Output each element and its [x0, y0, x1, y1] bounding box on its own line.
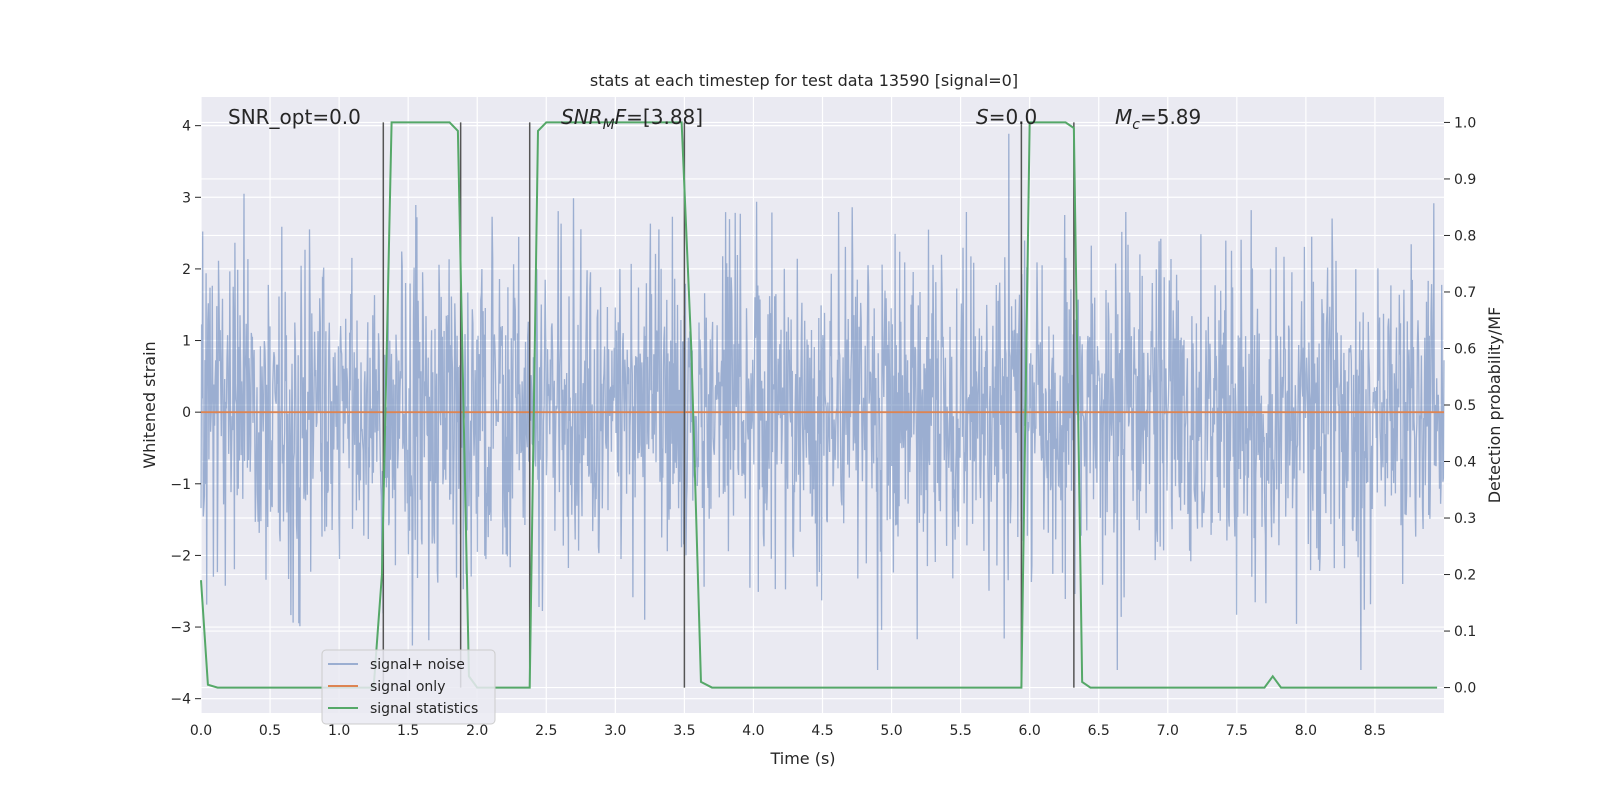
y-right-tick-label: 0.7: [1454, 285, 1476, 301]
annotation-snr-mf-sub: M: [603, 117, 615, 133]
y-right-tick-label: 0.0: [1454, 681, 1476, 697]
x-tick-label: 8.5: [1364, 723, 1386, 739]
y-left-tick-label: 1: [182, 334, 191, 350]
annotation-snr-mf-base: SNR: [561, 105, 603, 129]
annotation-snr-opt: SNR_opt=0.0: [228, 105, 361, 129]
annotation-mc-sub: c: [1132, 117, 1140, 133]
annotation-snr-mf-value: =[3.88]: [626, 105, 703, 129]
x-tick-label: 5.0: [880, 723, 902, 739]
y-left-tick-label: −2: [170, 548, 191, 564]
y-left-tick-label: −3: [170, 620, 191, 636]
x-tick-label: 2.0: [466, 723, 488, 739]
annotation-s-base: S: [976, 105, 989, 129]
signal-statistics-line: [200, 121, 1438, 689]
series-signal-plus-noise: [200, 133, 1445, 671]
x-tick-label: 7.5: [1226, 723, 1248, 739]
annotation-s: S=0.0: [976, 105, 1037, 129]
x-tick-label: 6.0: [1019, 723, 1041, 739]
y-axis-left-label: Whitened strain: [140, 341, 159, 468]
y-left-tick-label: −1: [170, 477, 191, 493]
y-right-tick-label: 0.4: [1454, 455, 1476, 471]
x-tick-label: 4.5: [811, 723, 833, 739]
y-axis-right-label: Detection probability/MF: [1485, 307, 1504, 504]
x-tick-label: 8.0: [1295, 723, 1317, 739]
y-right-tick-label: 0.9: [1454, 172, 1476, 188]
y-right-tick-label: 0.3: [1454, 511, 1476, 527]
annotation-snr-mf-rest: F: [615, 105, 627, 129]
x-tick-label: 7.0: [1157, 723, 1179, 739]
legend: signal+ noise signal only signal statist…: [321, 649, 496, 725]
vertical-markers: [382, 122, 1075, 688]
y-left-tick-label: 4: [182, 119, 191, 135]
x-tick-label: 4.0: [742, 723, 764, 739]
x-tick-label: 5.5: [949, 723, 971, 739]
annotation-mc-value: =5.89: [1140, 105, 1201, 129]
y-right-tick-label: 0.1: [1454, 624, 1476, 640]
y-right-tick-label: 1.0: [1454, 115, 1476, 131]
series-signal-statistics: [200, 121, 1438, 689]
legend-label-signal-only: signal only: [370, 679, 445, 695]
x-tick-label: 1.5: [397, 723, 419, 739]
chart-title: stats at each timestep for test data 135…: [590, 71, 1018, 90]
y-left-tick-label: 3: [182, 190, 191, 206]
x-tick-label: 0.0: [190, 723, 212, 739]
x-tick-label: 1.0: [328, 723, 350, 739]
y-right-tick-label: 0.8: [1454, 228, 1476, 244]
y-right-tick-label: 0.6: [1454, 341, 1476, 357]
x-tick-label: 6.5: [1088, 723, 1110, 739]
annotation-snr-mf: SNRMF=[3.88]: [561, 105, 703, 133]
y-right-tick-label: 0.2: [1454, 568, 1476, 584]
x-tick-label: 0.5: [259, 723, 281, 739]
annotation-mc: Mc=5.89: [1115, 105, 1201, 133]
x-axis-label: Time (s): [769, 749, 835, 768]
axis-ticks: 0.0 0.5 1.0 1.5 2.0 2.5 3.0 3.5 4.0 4.5 5.0 5.5 6.0 6…: [170, 115, 1476, 739]
y-left-tick-label: −4: [170, 692, 191, 708]
y-right-tick-label: 0.5: [1454, 398, 1476, 414]
signal-plus-noise-line: [200, 133, 1445, 671]
legend-label-signal-plus-noise: signal+ noise: [370, 657, 465, 673]
legend-label-signal-statistics: signal statistics: [370, 701, 478, 717]
x-tick-label: 3.0: [604, 723, 626, 739]
x-tick-label: 2.5: [535, 723, 557, 739]
x-tick-label: 3.5: [673, 723, 695, 739]
y-left-tick-label: 2: [182, 262, 191, 278]
annotation-mc-base: M: [1115, 105, 1132, 129]
legend-box: [321, 649, 496, 725]
annotation-s-value: =0.0: [989, 105, 1038, 129]
y-left-tick-label: 0: [182, 405, 191, 421]
